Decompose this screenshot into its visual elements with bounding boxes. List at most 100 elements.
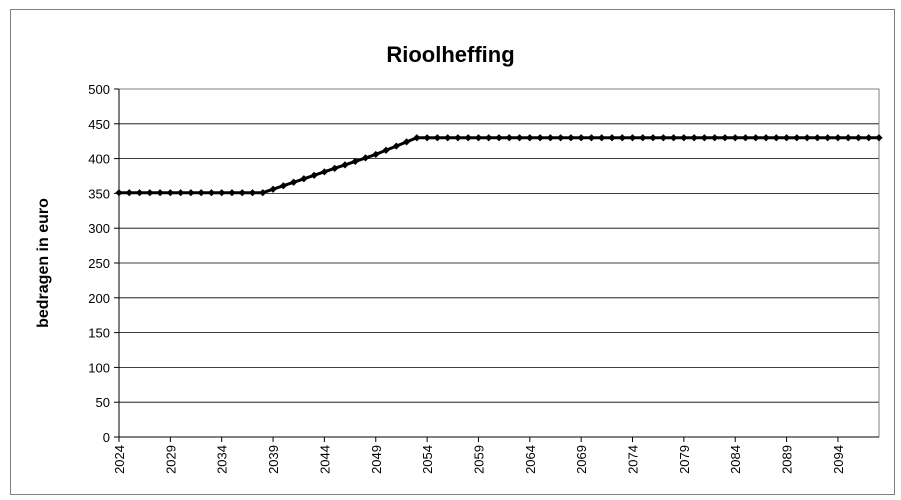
data-point bbox=[228, 189, 236, 197]
data-point bbox=[433, 134, 441, 142]
data-point bbox=[166, 189, 174, 197]
data-point bbox=[341, 161, 349, 169]
y-tick-label: 450 bbox=[88, 117, 110, 132]
data-point bbox=[495, 134, 503, 142]
y-tick-label: 50 bbox=[96, 395, 110, 410]
data-point bbox=[649, 134, 657, 142]
data-point bbox=[423, 134, 431, 142]
y-tick-label: 350 bbox=[88, 186, 110, 201]
data-point bbox=[567, 134, 575, 142]
data-point bbox=[772, 134, 780, 142]
data-point bbox=[515, 134, 524, 142]
data-point bbox=[752, 134, 760, 142]
y-tick-label: 0 bbox=[103, 430, 110, 445]
data-point bbox=[793, 134, 801, 142]
data-point bbox=[731, 134, 739, 142]
data-point bbox=[444, 134, 452, 142]
data-point bbox=[865, 134, 873, 142]
data-point bbox=[300, 175, 308, 183]
data-point bbox=[598, 134, 606, 142]
chart-frame bbox=[10, 9, 895, 495]
data-point bbox=[177, 189, 185, 197]
data-point bbox=[146, 189, 154, 197]
data-point bbox=[700, 134, 709, 142]
x-tick-label: 2079 bbox=[677, 445, 692, 474]
data-point bbox=[803, 134, 811, 142]
data-point bbox=[454, 134, 462, 142]
y-tick-label: 200 bbox=[88, 291, 110, 306]
data-point bbox=[536, 134, 544, 142]
data-point bbox=[834, 134, 842, 142]
x-tick-label: 2044 bbox=[317, 445, 332, 474]
data-point bbox=[402, 138, 411, 146]
axes bbox=[114, 88, 880, 442]
data-point bbox=[587, 134, 596, 142]
data-point bbox=[639, 134, 647, 142]
data-point bbox=[546, 134, 554, 142]
data-point bbox=[464, 134, 472, 142]
data-point bbox=[289, 178, 298, 186]
data-point bbox=[669, 134, 678, 142]
data-point bbox=[659, 134, 667, 142]
data-point bbox=[207, 189, 216, 197]
data-point bbox=[310, 171, 318, 179]
data-point bbox=[361, 154, 370, 162]
data-point bbox=[413, 134, 421, 142]
data-point bbox=[382, 146, 390, 154]
data-point bbox=[721, 134, 729, 142]
x-tick-label: 2049 bbox=[369, 445, 384, 474]
data-point bbox=[577, 134, 585, 142]
x-tick-label: 2094 bbox=[831, 445, 846, 474]
x-tick-label: 2034 bbox=[215, 445, 230, 474]
data-point bbox=[156, 189, 164, 197]
data-point bbox=[680, 134, 688, 142]
y-tick-label: 500 bbox=[88, 82, 110, 97]
data-point bbox=[269, 185, 277, 193]
data-point bbox=[351, 157, 359, 165]
data-point bbox=[505, 134, 513, 142]
x-tick-label: 2054 bbox=[420, 445, 435, 474]
x-tick-label: 2084 bbox=[728, 445, 743, 474]
data-point bbox=[844, 134, 852, 142]
y-tick-labels: 0 50 100 150 200 250 300 350 400 450 500 bbox=[88, 82, 110, 445]
data-point bbox=[248, 189, 257, 197]
data-point bbox=[474, 134, 483, 142]
data-point bbox=[628, 134, 637, 142]
x-tick-label: 2074 bbox=[626, 445, 641, 474]
data-point bbox=[690, 134, 698, 142]
x-tick-label: 2059 bbox=[471, 445, 486, 474]
x-tick-labels: 2024 2029 2034 2039 2044 2049 2054 2059 2064 2069… bbox=[112, 445, 846, 474]
data-point bbox=[618, 134, 626, 142]
series-layer bbox=[115, 134, 883, 197]
data-point bbox=[526, 134, 534, 142]
data-point bbox=[854, 134, 863, 142]
data-point bbox=[135, 189, 144, 197]
data-point bbox=[320, 168, 329, 176]
data-point bbox=[557, 134, 565, 142]
data-point bbox=[875, 134, 883, 142]
data-point bbox=[125, 189, 133, 197]
data-point bbox=[485, 134, 493, 142]
data-point bbox=[187, 189, 195, 197]
data-point bbox=[238, 189, 246, 197]
y-tick-label: 300 bbox=[88, 221, 110, 236]
data-point bbox=[813, 134, 821, 142]
data-point bbox=[259, 189, 267, 197]
data-point bbox=[372, 150, 380, 159]
y-tick-label: 400 bbox=[88, 152, 110, 167]
x-tick-label: 2029 bbox=[163, 445, 178, 474]
x-tick-label: 2024 bbox=[112, 445, 127, 474]
data-point bbox=[392, 142, 400, 150]
y-tick-label: 250 bbox=[88, 256, 110, 271]
data-point bbox=[782, 134, 791, 142]
y-tick-label: 150 bbox=[88, 326, 110, 341]
data-point bbox=[762, 134, 770, 142]
x-tick-label: 2089 bbox=[780, 445, 795, 474]
x-tick-label: 2064 bbox=[523, 445, 538, 474]
y-tick-label: 100 bbox=[88, 360, 110, 375]
data-point bbox=[711, 134, 719, 142]
data-point bbox=[331, 164, 339, 172]
x-tick-label: 2039 bbox=[266, 445, 281, 474]
data-point bbox=[279, 182, 287, 190]
